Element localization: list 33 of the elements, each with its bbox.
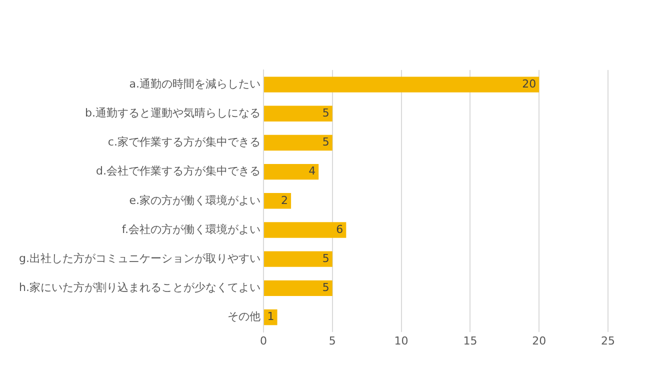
bar	[264, 106, 332, 122]
bar	[264, 222, 346, 238]
y-tick-label: b.通勤すると運動や気晴らしになる	[84, 106, 260, 120]
y-tick-label: a.通勤の時間を減らしたい	[129, 77, 260, 90]
x-tick-label: 20	[532, 334, 546, 348]
bar	[264, 251, 332, 267]
y-tick-label: f.会社の方が働く環境がよい	[122, 222, 260, 236]
data-label: 5	[322, 252, 330, 265]
x-tick-label: 5	[328, 334, 336, 348]
bar	[264, 164, 319, 180]
x-tick-label: 10	[394, 334, 408, 348]
data-label: 2	[281, 194, 288, 207]
x-tick-label: 15	[463, 334, 478, 348]
y-tick-label: d.会社で作業する方が集中できる	[96, 164, 260, 178]
data-label: 20	[522, 77, 536, 90]
y-tick-label: c.家で作業する方が集中できる	[108, 136, 260, 149]
x-tick-label: 0	[260, 334, 267, 348]
data-label: 5	[322, 106, 330, 120]
y-tick-label: h.家にいた方が割り込まれることが少なくてよい	[19, 281, 260, 294]
y-tick-label: g.出社した方がコミュニケーションが取りやすい	[18, 252, 260, 265]
data-label: 1	[267, 310, 274, 324]
bar	[264, 280, 332, 296]
x-tick-label: 25	[601, 334, 615, 348]
bar	[264, 309, 278, 326]
data-label: 5	[322, 281, 330, 294]
data-label: 5	[322, 136, 330, 149]
data-label: 6	[336, 222, 344, 236]
bar	[264, 193, 292, 209]
bar	[264, 76, 540, 92]
y-tick-label: e.家の方が働く環境がよい	[129, 194, 260, 207]
y-tick-label: その他	[227, 310, 260, 324]
bar	[264, 134, 332, 151]
data-label: 4	[308, 164, 316, 178]
